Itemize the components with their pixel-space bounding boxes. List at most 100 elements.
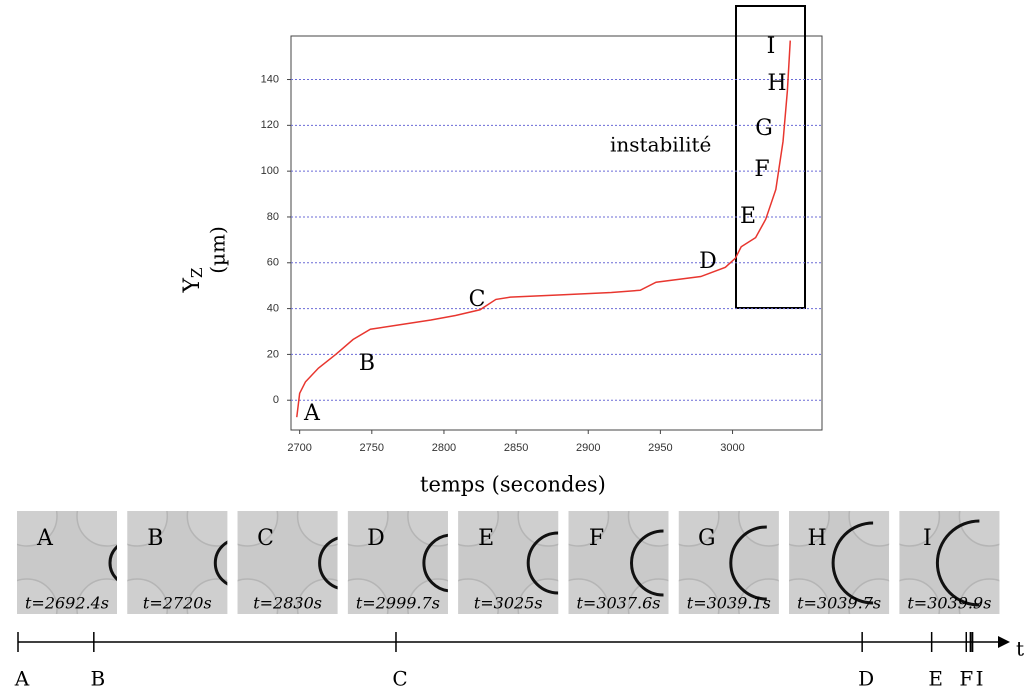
pillar <box>76 511 117 547</box>
panel-letter: B <box>147 526 163 551</box>
y-tick-label: 0 <box>273 394 279 406</box>
meniscus <box>831 521 874 605</box>
y-tick-label: 80 <box>267 211 279 223</box>
meniscus <box>935 519 980 607</box>
pillar <box>848 511 890 547</box>
plot-frame <box>290 35 823 431</box>
x-tick-label: 2900 <box>576 442 600 454</box>
pillar <box>186 511 228 547</box>
x-tick-label: 2850 <box>504 442 528 454</box>
image-panel <box>789 511 890 614</box>
panel-letter: A <box>36 526 54 551</box>
meniscus <box>630 529 664 597</box>
pillar <box>517 511 559 547</box>
pillar <box>848 578 890 614</box>
pillar <box>899 511 941 547</box>
timeline-axis-label: t <box>1016 637 1024 661</box>
curve-annotation: D <box>699 249 717 274</box>
x-tick-label: 2700 <box>287 442 311 454</box>
pillar <box>186 578 228 614</box>
panel-letter: H <box>808 526 827 551</box>
panel-time: t=2999.7s <box>356 594 440 613</box>
pillar <box>568 578 610 614</box>
meniscus <box>526 531 559 595</box>
pillar <box>237 511 279 547</box>
panel-time: t=3039.1s <box>687 594 771 613</box>
image-panel <box>17 511 117 614</box>
panel-time: t=3037.6s <box>576 594 660 613</box>
y-tick-label: 60 <box>267 257 279 269</box>
curve-annotation: F <box>754 157 769 182</box>
curve-annotation: H <box>767 71 786 96</box>
x-tick-label: 2750 <box>360 442 384 454</box>
panel-letter: I <box>923 526 932 551</box>
curve-annotation: A <box>303 401 321 426</box>
panel-letter: G <box>698 526 716 551</box>
panel-letter: D <box>367 526 385 551</box>
pillar <box>458 511 499 547</box>
panel-time: t=2830s <box>253 594 322 613</box>
timeline-label: I <box>976 667 984 691</box>
pillar <box>458 578 499 614</box>
pillar <box>296 578 338 614</box>
meniscus <box>729 525 767 601</box>
y-axis-label: YZ (µm) <box>180 226 230 293</box>
curve-annotation: G <box>755 116 773 141</box>
pillar <box>958 511 1000 547</box>
timeline-label: B <box>90 667 105 691</box>
y-tick-label: 20 <box>267 348 279 360</box>
meniscus <box>213 540 228 586</box>
panel-time: t=3039.9s <box>907 594 991 613</box>
y-label-unit: (µm) <box>206 226 230 274</box>
image-panel <box>568 511 669 614</box>
timeline-arrow <box>998 636 1010 648</box>
y-label-main: YZ <box>180 268 206 294</box>
image-panel <box>347 511 448 614</box>
image-panel <box>678 511 779 614</box>
meniscus <box>318 536 338 590</box>
timeline-label: A <box>14 667 30 691</box>
pillar <box>627 511 669 547</box>
pillar <box>237 578 279 614</box>
pillar <box>899 578 941 614</box>
meniscus <box>422 533 448 593</box>
panel-time: t=2692.4s <box>25 594 109 613</box>
curve-annotation: instabilité <box>610 133 711 157</box>
curve-annotation: B <box>359 351 375 376</box>
pillar <box>127 578 169 614</box>
pillar <box>76 578 117 614</box>
x-tick-label: 3000 <box>720 442 744 454</box>
pillar <box>17 578 58 614</box>
timeline-label: E <box>928 667 943 691</box>
x-axis-label: temps (secondes) <box>420 473 606 497</box>
instability-box <box>735 5 806 309</box>
data-line <box>296 40 792 418</box>
pillar <box>517 578 559 614</box>
panel-letter: E <box>478 526 494 551</box>
panel-time: t=3025s <box>474 594 543 613</box>
image-panel <box>899 511 1000 614</box>
pillar <box>678 578 720 614</box>
pillar <box>347 511 389 547</box>
y-tick-label: 140 <box>261 73 279 85</box>
pillar <box>127 511 169 547</box>
pillar <box>627 578 669 614</box>
timeline-label: D <box>858 667 874 691</box>
x-tick-label: 2950 <box>648 442 672 454</box>
panel-letter: C <box>257 526 274 551</box>
panel-time: t=3039.7s <box>797 594 881 613</box>
timeline-label: F <box>959 667 973 691</box>
curve-annotation: I <box>767 34 776 59</box>
pillar <box>568 511 610 547</box>
meniscus <box>108 544 117 582</box>
pillar <box>17 511 58 547</box>
image-panel <box>127 511 228 614</box>
y-tick-label: 40 <box>267 302 279 314</box>
image-panel <box>458 511 559 614</box>
pillar <box>738 578 779 614</box>
curve-annotation: C <box>469 287 486 312</box>
x-tick-label: 2800 <box>432 442 456 454</box>
y-tick-label: 100 <box>261 165 279 177</box>
panel-time: t=2720s <box>143 594 212 613</box>
